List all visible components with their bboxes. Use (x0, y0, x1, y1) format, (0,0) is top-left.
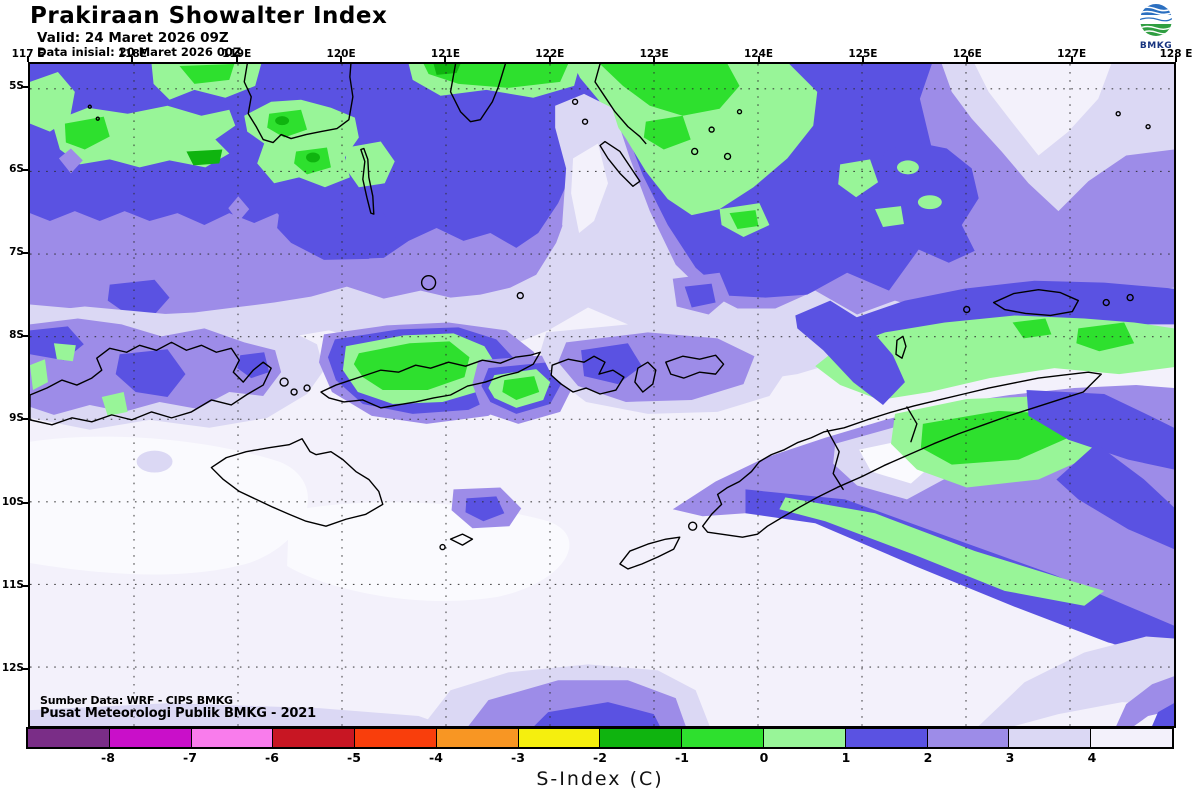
legend-tick--2: -2 (593, 750, 607, 765)
lon-label-119E: 119E (222, 48, 252, 60)
legend-tick--7: -7 (183, 750, 197, 765)
lat-tick (21, 667, 28, 670)
legend-segment-5 (436, 729, 519, 747)
legend-tick--5: -5 (347, 750, 361, 765)
lat-label-8S: 8S (9, 329, 24, 342)
lat-tick (21, 584, 28, 587)
lat-tick (21, 252, 28, 255)
legend-segment-8 (682, 729, 765, 747)
lon-tick (340, 56, 343, 62)
lon-label-122E: 122E (535, 48, 565, 60)
color-scale-title: S-Index (C) (536, 768, 664, 790)
lat-label-7S: 7S (9, 246, 24, 259)
lat-tick (21, 501, 28, 504)
legend-tick--3: -3 (511, 750, 525, 765)
data-source-credit: Sumber Data: WRF - CIPS BMKG (40, 694, 233, 707)
legend-segment-10 (845, 729, 928, 747)
lon-tick (548, 56, 551, 62)
legend-segment-13 (1091, 729, 1172, 747)
legend-segment-0 (28, 729, 110, 747)
lat-label-6S: 6S (9, 163, 24, 176)
lon-tick (966, 56, 969, 62)
lon-label-118E: 118E (117, 48, 147, 60)
legend-segment-1 (109, 729, 192, 747)
legend-segment-7 (600, 729, 683, 747)
legend-segment-4 (355, 729, 437, 747)
valid-datetime: Valid: 24 Maret 2026 09Z (37, 30, 229, 46)
color-scale-bar (26, 727, 1174, 749)
lon-tick (653, 56, 656, 62)
legend-segment-2 (191, 729, 274, 747)
lon-label-125E: 125E (848, 48, 878, 60)
lat-tick (21, 86, 28, 88)
legend-tick-0: 0 (759, 750, 769, 765)
lat-tick (21, 335, 28, 338)
contour-fills (30, 64, 1174, 726)
legend-tick-2: 2 (923, 750, 933, 765)
lon-tick (1070, 56, 1073, 62)
legend-tick--8: -8 (101, 750, 115, 765)
bmkg-logo-text: BMKG (1139, 41, 1173, 51)
legend-segment-9 (764, 729, 846, 747)
legend-tick--6: -6 (265, 750, 279, 765)
lat-label-12S: 12S (1, 661, 24, 674)
lon-tick (131, 56, 134, 62)
legend-segment-6 (518, 729, 601, 747)
publisher-credit: Pusat Meteorologi Publik BMKG - 2021 (40, 706, 316, 721)
lon-tick (444, 56, 447, 62)
lon-label-127E: 127E (1057, 48, 1087, 60)
bmkg-logo-icon (1140, 4, 1172, 36)
lat-label-10S: 10S (1, 495, 24, 508)
map-canvas (28, 62, 1176, 728)
legend-segment-11 (927, 729, 1010, 747)
lon-tick (27, 56, 29, 62)
page-title: Prakiraan Showalter Index (30, 3, 388, 29)
showalter-contour-map (30, 64, 1174, 726)
legend-tick-3: 3 (1005, 750, 1015, 765)
lon-tick (757, 56, 760, 62)
bmkg-logo: BMKG (1136, 2, 1176, 52)
initial-data-datetime: Data inisial: 20 Maret 2026 00Z (37, 45, 242, 59)
lat-label-9S: 9S (9, 412, 24, 425)
lat-tick (21, 169, 28, 172)
lon-tick (861, 56, 864, 62)
lon-tick (235, 56, 238, 62)
legend-tick--4: -4 (429, 750, 443, 765)
coastlines (30, 64, 1151, 570)
legend-segment-12 (1009, 729, 1092, 747)
lat-label-11S: 11S (1, 578, 24, 591)
lon-label-124E: 124E (743, 48, 774, 60)
lat-lon-gridlines (30, 64, 1174, 726)
lat-label-5S: 5S (9, 80, 24, 92)
legend-segment-3 (273, 729, 356, 747)
lon-label-121E: 121E (430, 48, 460, 60)
lon-label-126E: 126E (952, 48, 982, 60)
lon-label-123E: 123E (639, 48, 669, 60)
lon-tick (1175, 56, 1177, 62)
legend-tick-1: 1 (841, 750, 851, 765)
lon-label-117E: 117 E (11, 48, 45, 60)
lat-tick (21, 418, 28, 421)
lon-label-128E: 128 E (1159, 48, 1193, 60)
legend-tick--1: -1 (675, 750, 689, 765)
legend-tick-4: 4 (1087, 750, 1097, 765)
lon-label-120E: 120E (326, 48, 356, 60)
